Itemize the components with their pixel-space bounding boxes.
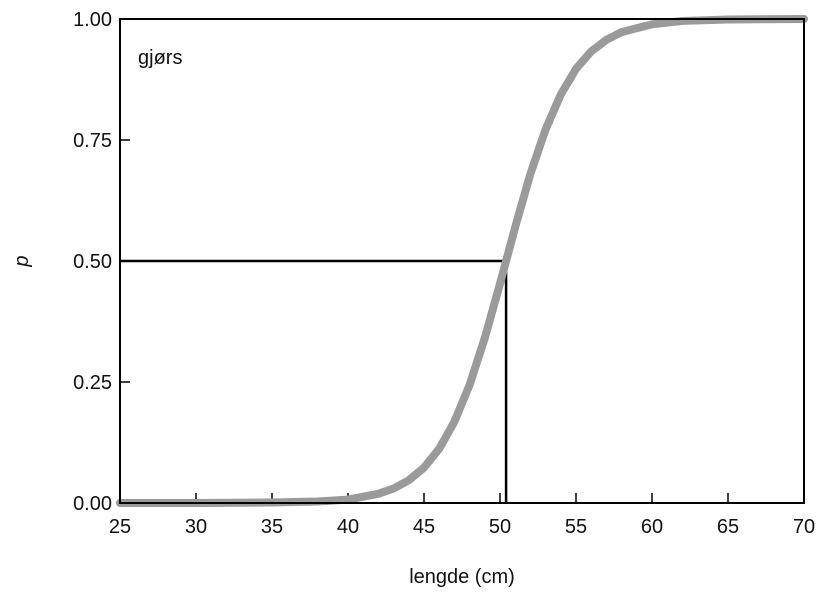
annotation: gjørs bbox=[138, 47, 182, 69]
plot-frame bbox=[119, 18, 805, 504]
x-tick-label: 60 bbox=[641, 516, 663, 538]
y-tick-label: 0.75 bbox=[73, 130, 112, 152]
y-tick-label: 0.25 bbox=[73, 372, 112, 394]
y-axis-label: p bbox=[11, 255, 33, 267]
x-tick-label: 30 bbox=[185, 516, 207, 538]
x-axis-label: lengde (cm) bbox=[409, 566, 515, 588]
x-tick-label: 35 bbox=[261, 516, 283, 538]
x-tick-label: 50 bbox=[489, 516, 511, 538]
y-tick-label: 0.00 bbox=[73, 493, 112, 515]
x-tick-label: 55 bbox=[565, 516, 587, 538]
x-tick-label: 65 bbox=[717, 516, 739, 538]
x-tick-label: 45 bbox=[413, 516, 435, 538]
curve bbox=[116, 15, 808, 507]
x-tick-label: 25 bbox=[109, 516, 131, 538]
y-tick-label: 1.00 bbox=[73, 9, 112, 31]
x-tick-label: 40 bbox=[337, 516, 359, 538]
y-tick-label: 0.50 bbox=[73, 251, 112, 273]
x-tick-label: 70 bbox=[793, 516, 815, 538]
